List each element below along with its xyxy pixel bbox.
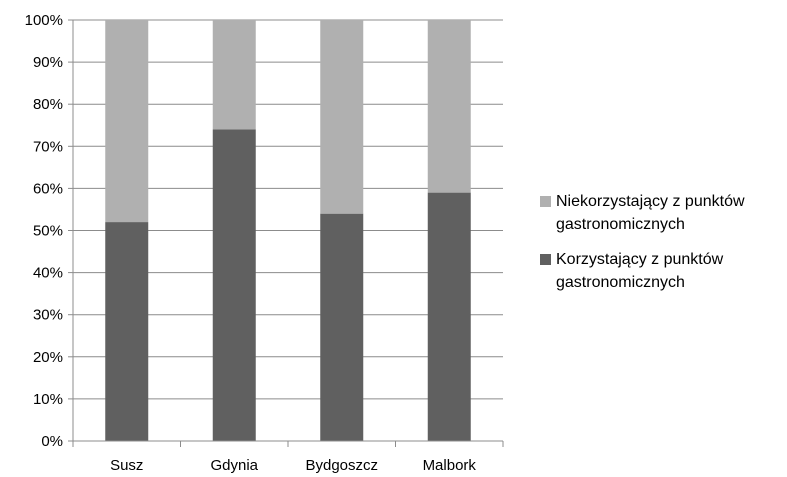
bar-susz-series-0: [105, 222, 149, 441]
x-tick-label: Susz: [110, 457, 143, 474]
bars: [105, 20, 471, 441]
legend-swatch-korzystajacy: [540, 254, 551, 265]
bar-gdynia-series-1: [212, 20, 256, 130]
y-tick-label: 10%: [33, 391, 63, 408]
y-tick-labels: 0% 10% 20% 30% 40% 50% 60% 70% 80% 90% 100%: [25, 12, 63, 450]
bar-bydgoszcz-series-1: [320, 20, 364, 214]
y-tick-label: 20%: [33, 349, 63, 366]
x-tick-label: Gdynia: [210, 457, 258, 474]
bar-malbork-series-1: [427, 20, 471, 193]
y-tick-label: 60%: [33, 180, 63, 197]
bar-gdynia-series-0: [212, 129, 256, 441]
y-tick-label: 0%: [41, 433, 63, 450]
bar-susz-series-1: [105, 20, 149, 223]
y-tick-label: 50%: [33, 223, 63, 240]
x-tick-label: Bydgoszcz: [305, 457, 378, 474]
legend: Niekorzystający z punktów gastronomiczny…: [540, 190, 785, 306]
y-tick-label: 70%: [33, 138, 63, 155]
x-tick-label: Malbork: [423, 457, 477, 474]
legend-swatch-niekorzystajacy: [540, 196, 551, 207]
legend-label-korzystajacy: Korzystający z punktów gastronomicznych: [556, 251, 724, 291]
bar-bydgoszcz-series-0: [320, 213, 364, 441]
y-tick-label: 80%: [33, 96, 63, 113]
x-tick-labels: Susz Gdynia Bydgoszcz Malbork: [110, 457, 476, 474]
y-tick-label: 100%: [25, 12, 63, 29]
axes: [68, 19, 504, 447]
bar-malbork-series-0: [427, 192, 471, 441]
legend-item-korzystajacy: Korzystający z punktów gastronomicznych: [540, 248, 785, 294]
legend-label-niekorzystajacy: Niekorzystający z punktów gastronomiczny…: [556, 193, 745, 233]
legend-item-niekorzystajacy: Niekorzystający z punktów gastronomiczny…: [540, 190, 785, 236]
y-tick-label: 40%: [33, 265, 63, 282]
y-tick-label: 90%: [33, 54, 63, 71]
y-tick-label: 30%: [33, 307, 63, 324]
